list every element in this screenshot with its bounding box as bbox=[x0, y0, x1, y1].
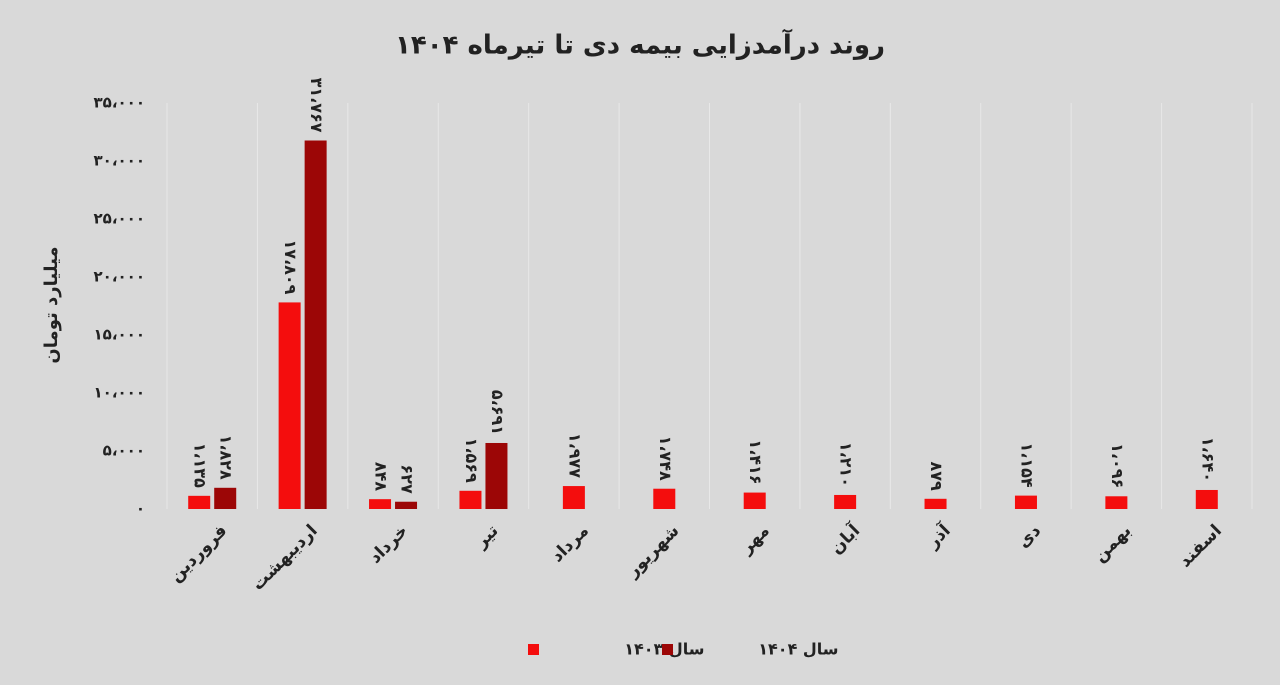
y-tick-label: ۱۰،۰۰۰ bbox=[94, 384, 145, 402]
bar bbox=[278, 302, 301, 509]
data-label: ۱،۹۷۷ bbox=[565, 433, 584, 478]
y-tick-label: ۰ bbox=[136, 500, 145, 518]
data-label: ۳۱،۷۶۷ bbox=[307, 78, 326, 133]
bar bbox=[188, 495, 211, 509]
bar bbox=[743, 492, 766, 509]
y-tick-label: ۳۵،۰۰۰ bbox=[94, 94, 145, 112]
data-label: ۱،۴۱۶ bbox=[746, 439, 765, 484]
bar bbox=[1014, 495, 1037, 509]
data-label: ۶۲۷ bbox=[398, 464, 417, 494]
legend-label: سال ۱۴۰۴ bbox=[758, 640, 838, 659]
data-label: ۱،۸۲۸ bbox=[217, 435, 236, 480]
bar bbox=[653, 488, 676, 509]
data-label: ۱،۲۱۰ bbox=[837, 442, 856, 487]
bar bbox=[924, 498, 947, 509]
bar bbox=[304, 140, 327, 509]
data-label: ۸۴۸ bbox=[372, 462, 391, 492]
bar bbox=[395, 501, 418, 509]
data-label: ۱،۷۴۸ bbox=[656, 436, 675, 481]
legend-swatch bbox=[662, 644, 673, 655]
y-axis-label: میلیارد تومان bbox=[41, 246, 62, 363]
data-label: ۱،۰۹۶ bbox=[1108, 443, 1127, 488]
bar bbox=[834, 494, 857, 509]
legend-swatch bbox=[528, 644, 539, 655]
bar bbox=[1105, 496, 1128, 509]
data-label: ۱،۶۴۰ bbox=[1198, 437, 1217, 482]
bar bbox=[459, 490, 482, 509]
y-tick-label: ۲۵،۰۰۰ bbox=[94, 210, 145, 228]
data-label: ۸۷۹ bbox=[927, 462, 946, 492]
chart-title: روند درآمدزایی بیمه دی تا تیرماه ۱۴۰۴ bbox=[395, 29, 885, 61]
y-tick-label: ۵،۰۰۰ bbox=[103, 442, 145, 460]
bar bbox=[562, 486, 585, 509]
bar bbox=[214, 487, 237, 509]
data-label: ۵،۶۹۱ bbox=[488, 390, 507, 435]
data-label: ۱،۱۵۴ bbox=[1017, 442, 1036, 487]
data-label: ۱،۵۶۹ bbox=[462, 438, 481, 483]
y-tick-label: ۱۵،۰۰۰ bbox=[94, 326, 145, 344]
y-tick-label: ۲۰،۰۰۰ bbox=[94, 268, 145, 286]
data-label: ۱۷،۸۰۹ bbox=[281, 240, 300, 295]
bar bbox=[1195, 489, 1218, 509]
y-tick-label: ۳۰،۰۰۰ bbox=[94, 152, 145, 170]
bar bbox=[369, 499, 392, 509]
data-label: ۱،۱۳۵ bbox=[191, 443, 210, 488]
bar bbox=[485, 442, 508, 509]
